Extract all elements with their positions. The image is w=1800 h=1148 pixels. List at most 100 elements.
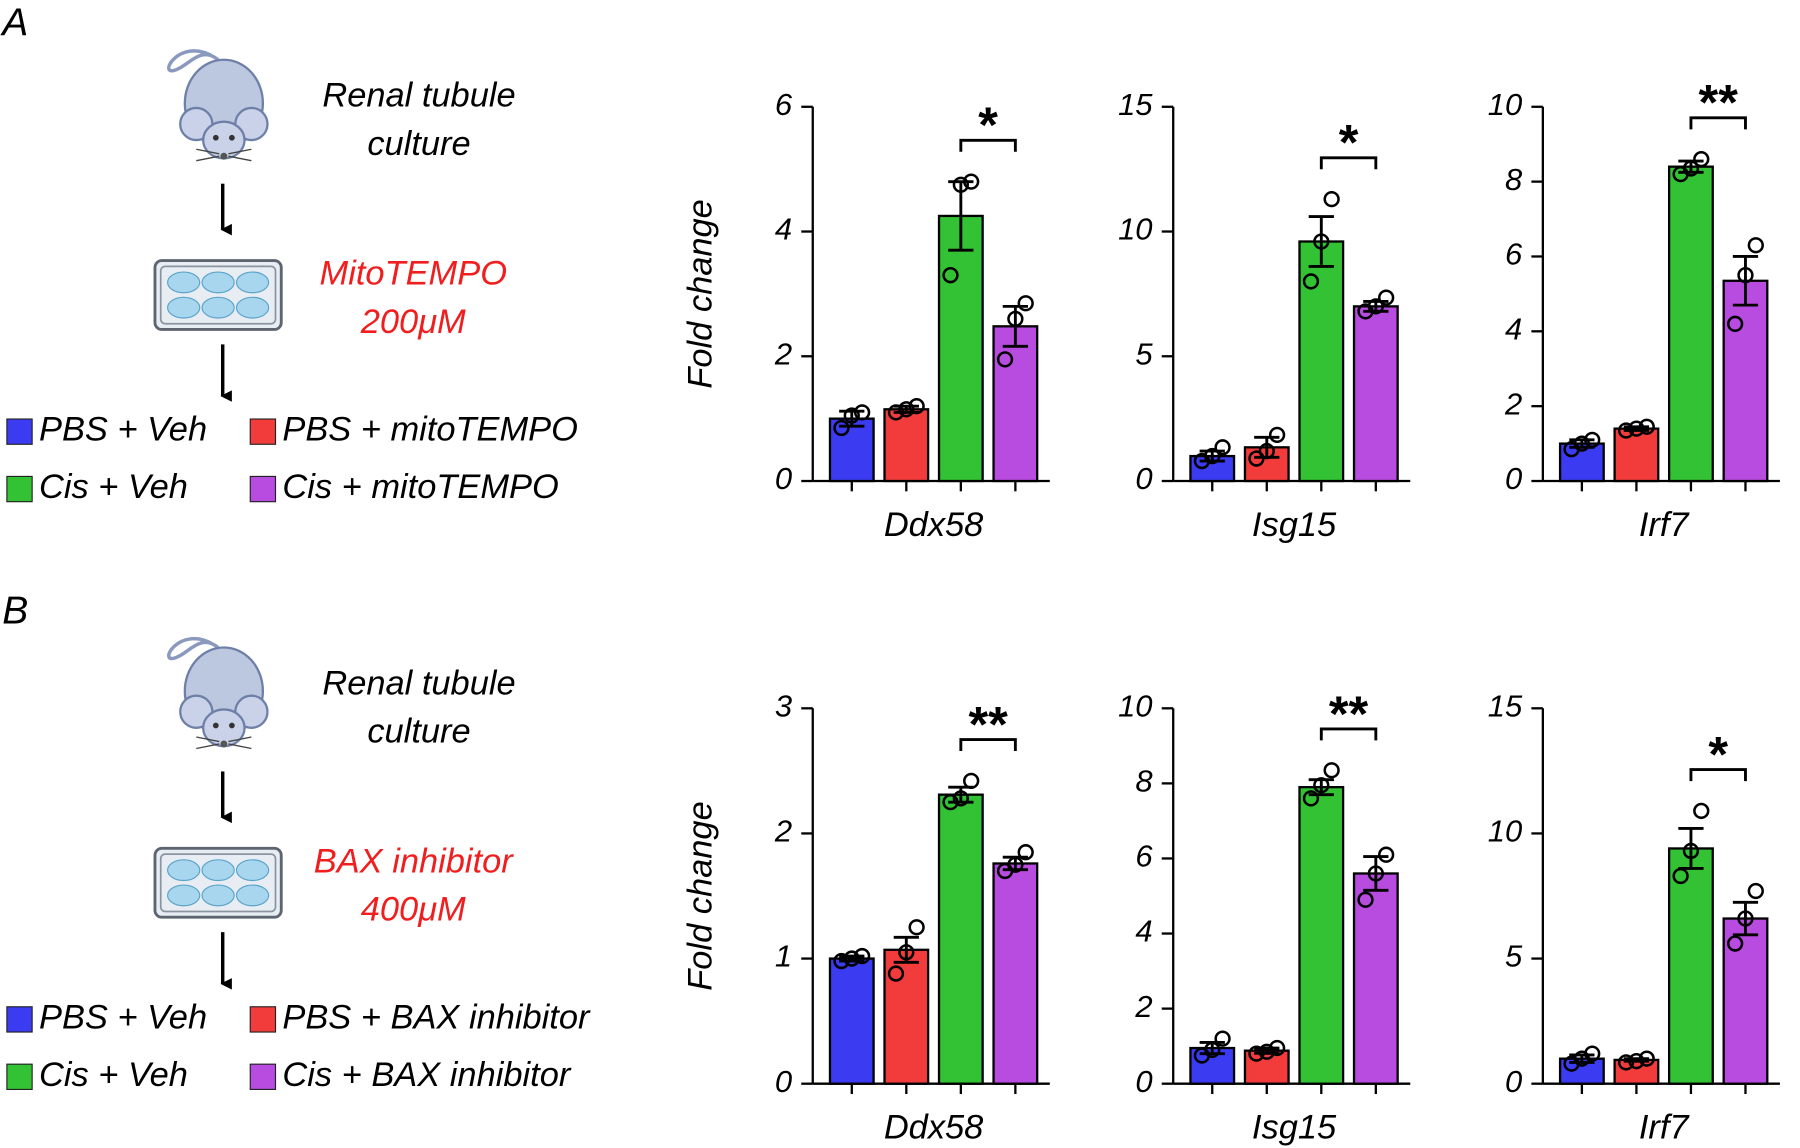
data-point (1204, 447, 1221, 465)
data-point (1017, 295, 1034, 312)
error-bar (1363, 855, 1389, 892)
legend-label: PBS + Veh (39, 411, 207, 449)
y-tick-label: 15 (1488, 688, 1523, 723)
schematic-text: Renal tubule (322, 664, 515, 702)
y-tick-label: 10 (1488, 87, 1522, 122)
bar (1243, 1049, 1290, 1085)
y-tick-label: 2 (774, 336, 792, 371)
error-bar (1363, 299, 1389, 313)
legend-swatch (249, 475, 277, 503)
legend-swatch (249, 1006, 277, 1033)
data-point (1747, 882, 1764, 900)
y-tick-label: 4 (1135, 914, 1152, 949)
significance-bracket (1689, 116, 1747, 130)
data-point (1617, 422, 1635, 439)
bar (1722, 279, 1769, 483)
schematic-text: Renal tubule (322, 77, 515, 115)
data-point (1302, 790, 1320, 807)
schematic-text: culture (367, 713, 470, 751)
error-bar (1199, 449, 1225, 463)
data-point (1007, 856, 1024, 873)
treatment-text: BAX inhibitor (314, 842, 515, 880)
y-tick-label: 6 (1505, 237, 1523, 272)
data-point (898, 401, 915, 418)
data-point (887, 965, 905, 982)
data-point (1357, 891, 1374, 908)
panel-label: A (0, 2, 28, 45)
data-point (1628, 1053, 1645, 1070)
legend-swatch (249, 418, 277, 445)
y-tick-label: 2 (1134, 989, 1152, 1024)
x-axis-label: Irf7 (1639, 1109, 1691, 1147)
data-point (1737, 267, 1754, 284)
y-tick-label: 4 (775, 212, 792, 247)
data-point (996, 351, 1014, 368)
data-point (1737, 910, 1754, 927)
data-point (833, 419, 850, 437)
y-tick-label: 0 (1135, 461, 1152, 496)
legend-label: PBS + BAX inhibitor (282, 999, 591, 1037)
bar (1298, 785, 1345, 1085)
mouse-icon (167, 49, 270, 163)
data-point (1214, 439, 1231, 456)
data-point (1672, 867, 1689, 885)
bar (937, 793, 984, 1085)
data-point (963, 173, 980, 190)
legend-swatch (6, 1006, 33, 1033)
significance-bracket (959, 738, 1017, 752)
data-point (887, 404, 905, 421)
treatment-text: 400μM (361, 891, 466, 929)
bar (1667, 165, 1714, 483)
data-point (1638, 418, 1655, 435)
data-point (1693, 802, 1710, 820)
bar (828, 957, 875, 1085)
treatment-text: 200μM (360, 303, 466, 341)
legend-label: Cis + mitoTEMPO (282, 468, 558, 506)
error-bar (1308, 215, 1334, 268)
data-point (1367, 865, 1384, 882)
bar (992, 862, 1039, 1085)
data-point (1747, 237, 1764, 254)
data-point (843, 407, 860, 424)
significance-label: ** (1699, 74, 1739, 131)
legend-swatch (6, 418, 33, 445)
y-tick-label: 3 (775, 688, 792, 723)
data-point (1584, 1045, 1601, 1062)
significance-bracket (1319, 727, 1378, 741)
data-point (1638, 1050, 1655, 1067)
data-point (952, 790, 969, 807)
legend-label: Cis + Veh (39, 468, 188, 506)
bar (1352, 305, 1399, 483)
significance-label: * (1708, 725, 1728, 782)
bar (1722, 917, 1769, 1085)
data-point (853, 947, 871, 965)
data-point (1367, 298, 1384, 315)
significance-bracket (1319, 156, 1378, 170)
data-point (1323, 190, 1340, 208)
bar (1558, 442, 1605, 483)
data-point (1258, 442, 1275, 460)
significance-label: * (1339, 114, 1359, 171)
data-point (1313, 777, 1330, 794)
y-tick-label: 0 (775, 1064, 792, 1099)
significance-bracket (1689, 768, 1747, 782)
data-point (1302, 273, 1320, 290)
error-bar (1623, 425, 1650, 432)
data-point (1573, 435, 1591, 452)
y-tick-label: 10 (1118, 688, 1152, 723)
y-tick-label: 10 (1118, 212, 1152, 247)
bar (937, 214, 984, 483)
plate-icon (153, 259, 283, 331)
data-point (1584, 431, 1601, 449)
panel-label: B (2, 589, 28, 632)
significance-label: ** (1329, 685, 1369, 742)
y-tick-label: 0 (1505, 1064, 1522, 1099)
data-point (908, 919, 925, 936)
bar (1298, 240, 1345, 483)
significance-label: ** (968, 695, 1008, 752)
data-point (853, 404, 871, 421)
data-point (942, 267, 959, 284)
significance-label: * (978, 96, 998, 153)
legend-label: PBS + Veh (39, 999, 207, 1037)
